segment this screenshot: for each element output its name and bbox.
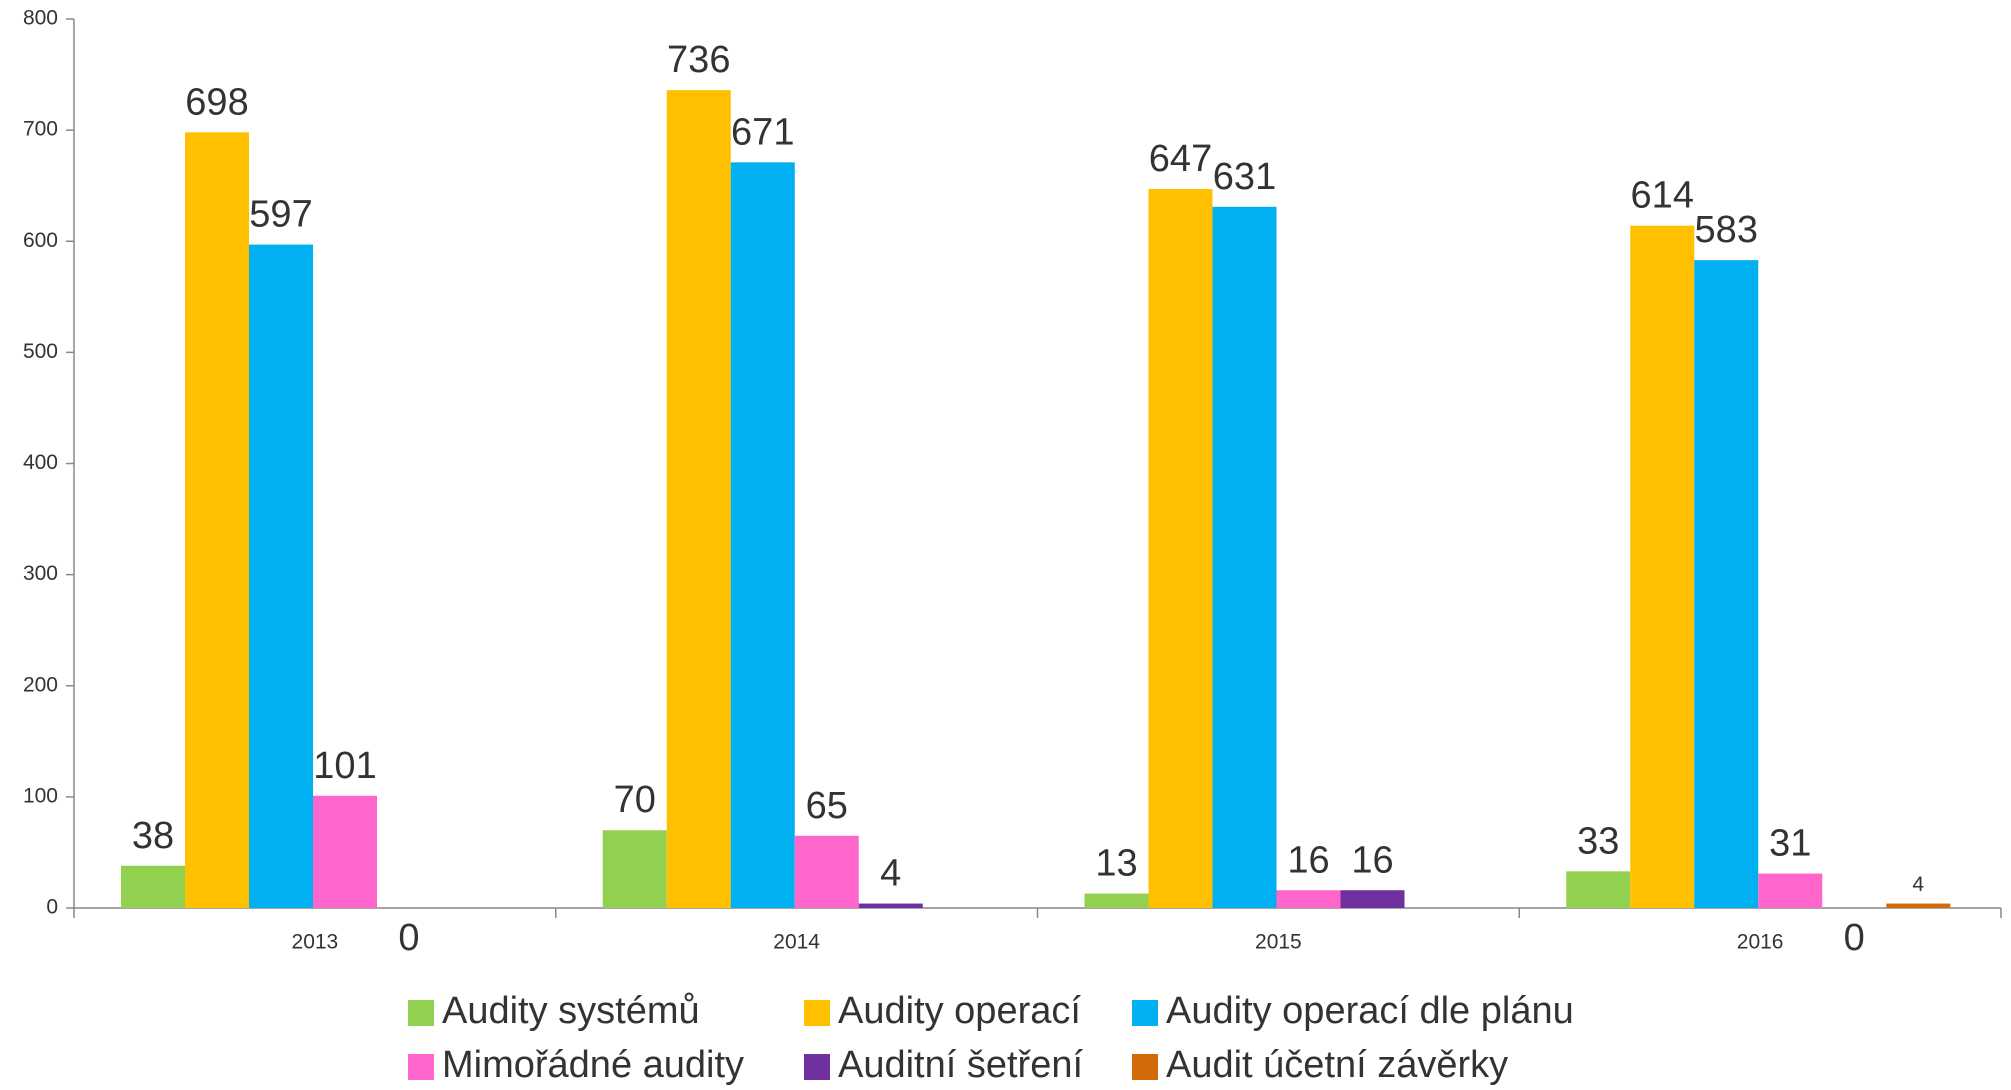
value-label: 4 — [880, 853, 901, 895]
value-label: 31 — [1769, 823, 1811, 865]
value-label: 583 — [1695, 209, 1758, 251]
value-label: 38 — [132, 815, 174, 857]
y-tick-label: 400 — [23, 451, 58, 474]
legend-swatch — [804, 1000, 830, 1026]
bar — [1630, 225, 1695, 908]
x-tick-label: 2014 — [773, 931, 820, 954]
value-label: 101 — [313, 745, 376, 787]
value-label: 631 — [1213, 156, 1276, 198]
value-label: 614 — [1631, 175, 1694, 217]
x-tick-label: 2013 — [292, 931, 339, 954]
bar — [185, 132, 249, 908]
y-tick-label: 600 — [23, 229, 58, 252]
legend-label: Audity operací — [838, 990, 1081, 1032]
value-label: 4 — [1912, 873, 1924, 896]
y-tick-label: 200 — [23, 673, 58, 696]
bar — [1758, 873, 1823, 908]
y-tick-label: 800 — [23, 7, 58, 30]
value-label: 33 — [1577, 820, 1619, 862]
value-label: 736 — [667, 39, 730, 81]
bar — [794, 835, 859, 908]
value-label: 13 — [1095, 843, 1137, 885]
legend-swatch — [1132, 1054, 1158, 1080]
bar — [1694, 260, 1759, 908]
bar — [1276, 890, 1341, 908]
bar — [121, 865, 185, 908]
bar — [1886, 903, 1951, 908]
value-label: 70 — [614, 779, 656, 821]
legend-label: Mimořádné audity — [442, 1044, 744, 1086]
legend-label: Auditní šetření — [838, 1044, 1083, 1086]
legend-label: Audity systémů — [442, 990, 700, 1032]
legend-label: Audity operací dle plánu — [1166, 990, 1574, 1032]
bar — [602, 830, 667, 908]
value-label: 16 — [1287, 839, 1329, 881]
value-label: 0 — [1844, 917, 1865, 959]
bar — [666, 90, 731, 909]
value-label: 698 — [185, 81, 248, 123]
bar — [858, 903, 923, 908]
x-tick-label: 2016 — [1737, 931, 1784, 954]
y-tick-label: 500 — [23, 340, 58, 363]
bar — [1566, 871, 1631, 908]
y-tick-label: 100 — [23, 784, 58, 807]
bar — [1084, 893, 1149, 908]
x-tick-label: 2015 — [1255, 931, 1302, 954]
value-label: 597 — [249, 194, 312, 236]
value-label: 16 — [1351, 839, 1393, 881]
bar — [730, 162, 795, 908]
y-tick-label: 300 — [23, 562, 58, 585]
y-tick-label: 700 — [23, 118, 58, 141]
bar — [1212, 206, 1277, 908]
legend-swatch — [408, 1000, 434, 1026]
value-label: 647 — [1149, 138, 1212, 180]
value-label: 671 — [731, 111, 794, 153]
bar — [249, 244, 313, 909]
bar — [313, 795, 377, 908]
bar — [1340, 890, 1405, 908]
y-tick-label: 0 — [46, 896, 58, 919]
legend-swatch — [1132, 1000, 1158, 1026]
legend-swatch — [408, 1054, 434, 1080]
value-label: 65 — [806, 785, 848, 827]
legend-swatch — [804, 1054, 830, 1080]
bar — [1148, 189, 1213, 909]
value-label: 0 — [398, 917, 419, 959]
legend-label: Audit účetní závěrky — [1166, 1044, 1508, 1086]
